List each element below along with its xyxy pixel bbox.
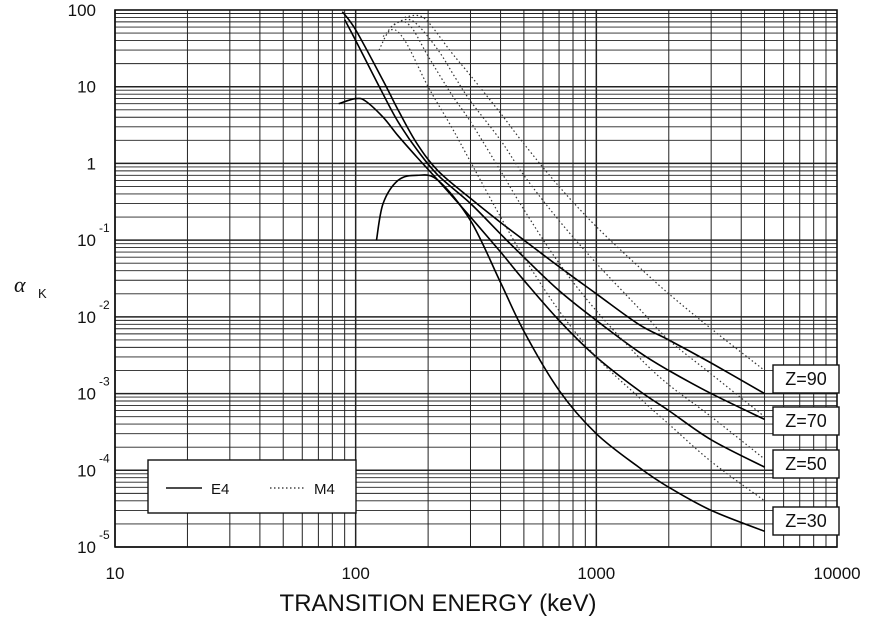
curve-label-text: Z=30 <box>785 511 827 531</box>
y-tick-label: 1 <box>87 154 96 173</box>
series-line-e4-z70 <box>343 19 765 421</box>
curve-label-box <box>772 406 840 436</box>
curve-label-text: Z=70 <box>785 411 827 431</box>
y-axis-title: α K <box>14 272 47 301</box>
x-tick-labels: 10 100 1000 10000 <box>106 564 861 583</box>
y-tick-exponent: -1 <box>99 221 110 235</box>
curves <box>338 11 765 533</box>
y-tick-label: 10 <box>77 308 96 327</box>
y-tick-label: 100 <box>68 1 96 20</box>
curve-label-text: Z=90 <box>785 369 827 389</box>
curve-label-text: Z=50 <box>785 454 827 474</box>
y-axis-subscript: K <box>38 286 47 301</box>
series-line-m4-z30 <box>378 28 765 502</box>
plot-frame <box>114 9 838 548</box>
legend-box <box>147 459 357 514</box>
y-tick-label: 10 <box>77 385 96 404</box>
curve-label-box <box>772 364 840 394</box>
series-line-m4-z90 <box>404 14 765 371</box>
y-tick-exponent: -2 <box>99 298 110 312</box>
x-tick-label: 10000 <box>813 564 860 583</box>
curve-label-box <box>772 506 840 536</box>
grid <box>114 10 837 548</box>
legend: E4 M4 <box>147 459 357 514</box>
curve-label-box <box>772 449 840 479</box>
y-tick-label: 10 <box>77 231 96 250</box>
y-tick-label: 10 <box>77 461 96 480</box>
series-line-e4-z90 <box>341 11 765 395</box>
x-tick-label: 100 <box>341 564 369 583</box>
series-line-e4-z50 <box>338 97 765 468</box>
y-tick-label: 10 <box>77 78 96 97</box>
y-tick-exponent: -4 <box>99 451 110 465</box>
legend-label-e4: E4 <box>211 481 229 498</box>
curve-label-z30: Z=30 <box>772 506 840 536</box>
y-tick-label: 10 <box>77 538 96 557</box>
series-line-e4-z30 <box>375 174 765 533</box>
curve-labels: Z=90 Z=70 Z=50 Z=30 <box>772 364 840 536</box>
x-tick-label: 1000 <box>577 564 615 583</box>
x-axis-title: TRANSITION ENERGY (keV) <box>280 590 597 617</box>
series-line-m4-z70 <box>390 18 765 418</box>
y-tick-exponent: -3 <box>99 375 110 389</box>
curve-label-z70: Z=70 <box>772 406 840 436</box>
curve-label-z90: Z=90 <box>772 364 840 394</box>
x-tick-label: 10 <box>106 564 125 583</box>
legend-label-m4: M4 <box>314 481 335 498</box>
curve-label-z50: Z=50 <box>772 449 840 479</box>
series-line-m4-z50 <box>382 20 765 460</box>
y-axis-symbol: α <box>14 272 26 297</box>
y-tick-exponent: -5 <box>99 528 110 542</box>
